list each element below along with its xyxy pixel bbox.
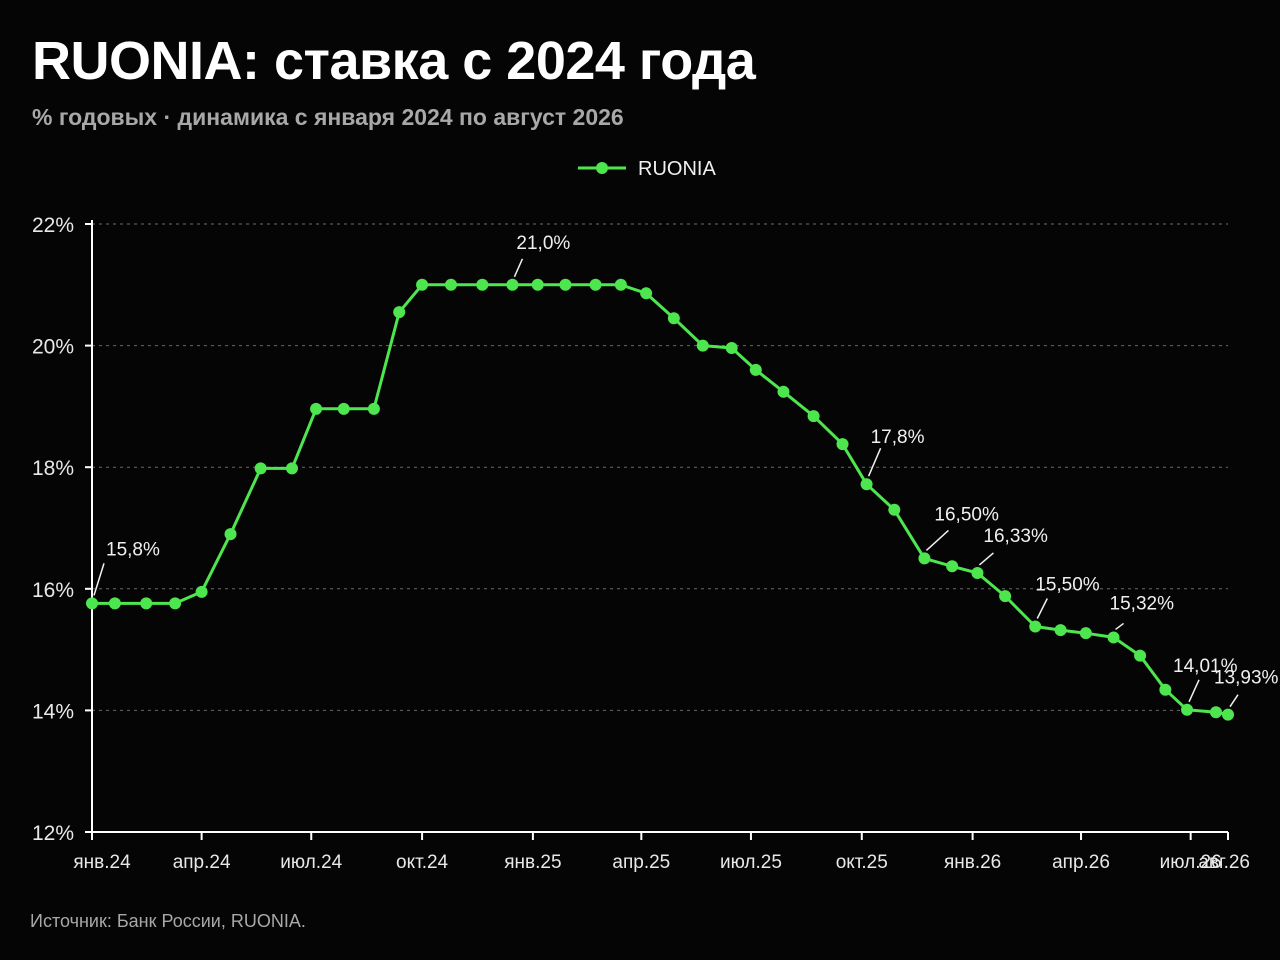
data-point [337, 402, 350, 415]
data-point [999, 590, 1012, 603]
data-point [559, 278, 572, 291]
annotation-leader [925, 529, 949, 551]
series-line [92, 283, 1229, 717]
y-tick-label: 22% [32, 214, 74, 237]
y-tick-label: 18% [32, 457, 74, 480]
x-tick-label: июл.25 [720, 852, 782, 873]
annotation-label: 15,32% [1110, 593, 1175, 614]
data-point [285, 462, 298, 475]
annotation-leader [93, 563, 105, 596]
data-point [971, 566, 984, 579]
annotation-label: 14,01% [1173, 656, 1238, 677]
data-point [589, 278, 602, 291]
x-tick-label: янв.24 [73, 852, 131, 873]
data-point [888, 503, 901, 516]
data-point [310, 402, 323, 415]
y-tick-label: 12% [32, 822, 74, 845]
annotation-label: 16,50% [934, 504, 999, 525]
annotation-label: 21,0% [516, 233, 570, 254]
annotation-leader [1229, 694, 1239, 708]
page-title: RUONIA: ставка с 2024 года [32, 31, 756, 91]
data-point [86, 597, 98, 610]
annotation-label: 16,33% [983, 526, 1048, 547]
x-tick-label: авг.26 [1198, 852, 1250, 873]
data-point [749, 363, 762, 376]
x-tick-label: июл.26 [1160, 852, 1222, 873]
data-point [836, 438, 849, 451]
annotation-leader [1115, 622, 1125, 631]
annotation-leader [978, 552, 994, 566]
data-point [1054, 624, 1067, 637]
y-tick-label: 16% [32, 579, 74, 602]
data-point [444, 278, 457, 291]
x-tick-label: июл.24 [280, 852, 342, 873]
x-tick-label: янв.26 [944, 852, 1001, 873]
x-tick-label: апр.26 [1052, 852, 1110, 873]
data-point [108, 597, 121, 610]
data-point [725, 342, 738, 355]
x-tick-label: апр.25 [612, 852, 670, 873]
data-point [367, 402, 380, 415]
data-point [169, 597, 182, 610]
data-point [1181, 703, 1194, 716]
annotation-leader [1188, 679, 1200, 703]
data-point [224, 528, 237, 541]
data-point [416, 278, 429, 291]
y-tick-label: 20% [32, 336, 74, 359]
page-subtitle: % годовых · динамика с января 2024 по ав… [32, 104, 624, 130]
annotation-label: 17,8% [871, 427, 925, 448]
legend-marker [596, 162, 608, 174]
data-point [807, 410, 820, 423]
annotation-leader [1036, 598, 1048, 619]
y-tick-label: 14% [32, 700, 74, 723]
legend-label: RUONIA [638, 158, 716, 180]
x-tick-label: окт.25 [836, 852, 888, 873]
data-point [640, 287, 653, 300]
annotation-leader [867, 447, 882, 477]
data-point [1159, 683, 1172, 696]
data-point [860, 478, 873, 491]
data-point [476, 278, 489, 291]
data-point [393, 306, 406, 319]
data-point [614, 278, 627, 291]
data-point [696, 339, 709, 352]
data-point [1209, 706, 1222, 719]
data-point [1079, 627, 1092, 640]
data-point [1107, 631, 1120, 644]
data-point [140, 597, 153, 610]
data-point [667, 312, 680, 325]
data-point [946, 560, 959, 573]
x-tick-label: окт.24 [396, 852, 449, 873]
annotation-label: 13,93% [1214, 668, 1279, 689]
data-point [531, 278, 544, 291]
data-point [1029, 620, 1042, 633]
annotation-label: 15,50% [1035, 574, 1100, 595]
x-tick-label: янв.25 [504, 852, 561, 873]
data-point [777, 385, 790, 398]
data-point [195, 585, 208, 598]
data-point [1222, 708, 1234, 721]
data-point [1134, 649, 1147, 662]
annotation-leader [513, 258, 524, 278]
data-point [918, 552, 931, 565]
source-note: Источник: Банк России, RUONIA. [30, 911, 306, 931]
data-point [254, 462, 267, 475]
data-point [506, 278, 519, 291]
annotation-label: 15,8% [106, 539, 160, 560]
x-tick-label: апр.24 [173, 852, 231, 873]
